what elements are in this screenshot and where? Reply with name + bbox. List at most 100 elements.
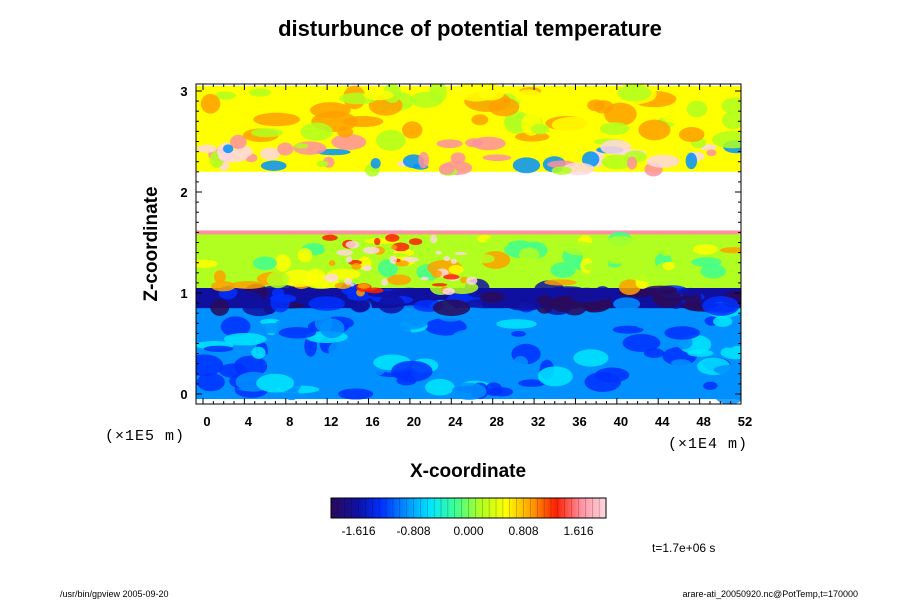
heatmap-cell: [429, 84, 447, 104]
heatmap-cell: [721, 97, 741, 115]
heatmap-region: [196, 171, 741, 231]
heatmap-cell: [338, 388, 374, 400]
heatmap-cell: [687, 349, 714, 357]
heatmap-cell: [513, 356, 529, 370]
heatmap-cell: [349, 297, 371, 313]
heatmap-cell: [513, 256, 537, 270]
plot-area: [196, 84, 741, 404]
x-tick-label: 40: [614, 414, 628, 429]
heatmap-cell: [442, 287, 455, 296]
heatmap-cell: [381, 278, 389, 286]
heatmap-cell: [375, 323, 412, 345]
heatmap-cell: [454, 251, 468, 256]
heatmap-cell: [471, 114, 489, 126]
heatmap-cell: [485, 236, 509, 250]
heatmap-cell: [418, 151, 430, 169]
heatmap-cell: [512, 157, 541, 174]
heatmap-cell: [448, 264, 464, 275]
heatmap-cell: [584, 263, 605, 272]
heatmap-region: [196, 230, 741, 235]
heatmap-cell: [281, 269, 317, 288]
heatmap-cell: [389, 255, 397, 264]
x-tick-label: 20: [407, 414, 421, 429]
chart-title: disturbunce of potential temperature: [278, 16, 662, 41]
heatmap-cell: [500, 274, 518, 283]
heatmap-cell: [449, 348, 482, 357]
footer-right: arare-ati_20050920.nc@PotTemp,t=170000: [682, 589, 858, 599]
heatmap-cell: [431, 283, 448, 287]
heatmap-cell: [431, 270, 443, 278]
heatmap-cell: [408, 238, 423, 246]
heatmap-cell: [720, 345, 741, 360]
heatmap-cell: [569, 287, 604, 304]
heatmap-cell: [465, 138, 483, 148]
y-tick-label: 1: [180, 286, 187, 301]
heatmap-cell: [636, 275, 668, 283]
x-tick-label: 28: [489, 414, 503, 429]
x-tick-label: 24: [448, 414, 463, 429]
heatmap-cell: [450, 152, 466, 164]
x-tick-label: 52: [738, 414, 752, 429]
x-unit-label: (×1E4 m): [668, 436, 748, 453]
colorbar-tick-label: 0.808: [508, 524, 538, 538]
heatmap-cell: [551, 116, 597, 134]
heatmap-cell: [659, 238, 672, 257]
heatmap-cell: [700, 264, 726, 279]
heatmap-cell: [424, 378, 455, 396]
heatmap-cell: [719, 326, 740, 348]
heatmap-cell: [396, 375, 417, 386]
heatmap-cell: [270, 294, 290, 313]
x-tick-label: 0: [203, 414, 210, 429]
y-unit-label: (×1E5 m): [105, 428, 185, 445]
heatmap-cell: [402, 256, 419, 263]
x-tick-label: 32: [531, 414, 545, 429]
heatmap-cell: [200, 93, 221, 114]
heatmap-cell: [297, 248, 313, 263]
heatmap-cell: [285, 284, 318, 298]
plot-frame: [195, 83, 742, 405]
heatmap-cell: [439, 163, 455, 175]
heatmap-cell: [392, 242, 410, 252]
heatmap-cell: [196, 373, 225, 392]
heatmap-cell: [328, 342, 345, 359]
heatmap-cell: [362, 246, 380, 255]
heatmap-cell: [316, 160, 329, 168]
heatmap-cell: [617, 247, 645, 255]
heatmap-cell: [662, 261, 675, 271]
heatmap-cell: [344, 277, 352, 285]
heatmap-cell: [599, 122, 630, 135]
heatmap-cell: [300, 122, 333, 141]
y-axis: 0 1 2 3: [180, 84, 741, 402]
heatmap-cell: [331, 134, 367, 151]
heatmap-cell: [507, 301, 543, 311]
heatmap-cell: [479, 291, 505, 303]
x-axis: 0 4 8 12 16 20 24 28 32 36 40 44 48 52: [202, 84, 752, 429]
heatmap-cell: [551, 166, 572, 175]
heatmap-cell: [452, 329, 494, 344]
heatmap-cell: [278, 327, 317, 339]
heatmap-cell: [196, 259, 218, 268]
x-tick-label: 16: [365, 414, 379, 429]
heatmap-cell: [230, 134, 247, 149]
y-tick-label: 0: [180, 387, 187, 402]
heatmap-cell: [351, 263, 362, 270]
heatmap-cell: [605, 236, 637, 247]
heatmap-cell: [345, 240, 360, 249]
heatmap-cell: [703, 381, 718, 391]
heatmap-cell: [220, 316, 251, 337]
heatmap-cell: [600, 139, 631, 155]
heatmap-cell: [324, 273, 339, 283]
heatmap-cell: [587, 339, 619, 353]
heatmap-cell: [222, 144, 234, 154]
heatmap-cell: [219, 363, 249, 378]
heatmap-cell: [612, 325, 644, 334]
heatmap-cell: [478, 84, 505, 101]
x-axis-label: X-coordinate: [410, 461, 526, 482]
heatmap-cell: [420, 276, 429, 281]
time-label: t=1.7e+06 s: [652, 541, 715, 555]
heatmap-cell: [308, 296, 346, 311]
heatmap-cell: [706, 149, 717, 157]
heatmap-cell: [357, 283, 371, 289]
heatmap-cell: [196, 144, 217, 153]
heatmap-cell: [496, 319, 537, 329]
